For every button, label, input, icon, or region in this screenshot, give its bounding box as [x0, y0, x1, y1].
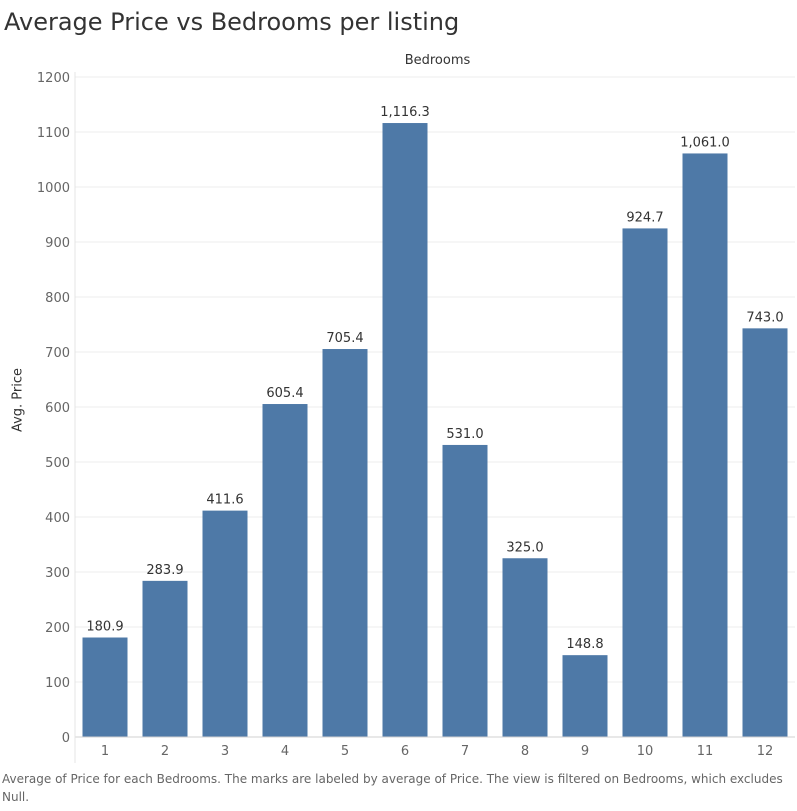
data-label: 283.9: [146, 563, 183, 578]
data-label: 180.9: [86, 620, 123, 635]
y-tick-labels: 0 100 200 300 400 500 600 700 800 900 1000 1100 1200: [37, 71, 70, 746]
y-tick-label: 0: [62, 731, 70, 746]
x-axis-title: Bedrooms: [404, 53, 471, 68]
data-labels: 180.9 283.9 411.6 605.4 705.4 1,116.3 531.0 325…: [86, 105, 783, 652]
bar: [502, 558, 548, 737]
y-tick-label: 400: [45, 511, 70, 526]
bar: [562, 655, 608, 737]
y-tick-label: 600: [45, 401, 70, 416]
bar: [142, 580, 188, 737]
bar: [622, 228, 668, 738]
x-tick-label: 12: [757, 744, 774, 759]
x-tick-label: 11: [697, 744, 714, 759]
y-tick-label: 100: [45, 676, 70, 691]
x-tick-label: 2: [161, 744, 169, 759]
y-tick-label: 700: [45, 346, 70, 361]
bar: [262, 404, 308, 737]
chart-title: Average Price vs Bedrooms per listing: [4, 8, 460, 36]
y-tick-label: 1200: [37, 71, 70, 86]
data-label: 531.0: [446, 427, 483, 442]
y-tick-label: 900: [45, 236, 70, 251]
y-tick-label: 1100: [37, 126, 70, 141]
data-label: 411.6: [206, 493, 243, 508]
x-tick-label: 1: [101, 744, 109, 759]
data-label: 1,061.0: [680, 135, 730, 150]
x-tick-label: 9: [581, 744, 589, 759]
bar: [202, 510, 248, 737]
y-tick-label: 300: [45, 566, 70, 581]
data-label: 743.0: [746, 310, 783, 325]
data-label: 605.4: [266, 386, 303, 401]
bar: [742, 328, 788, 737]
x-tick-label: 4: [281, 744, 289, 759]
bar: [382, 123, 428, 737]
gridlines: [75, 76, 795, 683]
x-tick-label: 5: [341, 744, 349, 759]
y-tick-label: 800: [45, 291, 70, 306]
y-tick-label: 200: [45, 621, 70, 636]
data-label: 1,116.3: [380, 105, 430, 120]
bar: [82, 637, 128, 737]
bar: [682, 153, 728, 737]
y-tick-label: 1000: [37, 181, 70, 196]
bars: [82, 123, 788, 738]
bar: [322, 349, 368, 737]
data-label: 148.8: [566, 637, 603, 652]
data-label: 705.4: [326, 331, 363, 346]
bar: [442, 444, 488, 737]
chart-caption: Average of Price for each Bedrooms. The …: [2, 772, 783, 804]
y-tick-label: 500: [45, 456, 70, 471]
x-tick-label: 8: [521, 744, 529, 759]
x-tick-label: 7: [461, 744, 469, 759]
x-tick-label: 6: [401, 744, 409, 759]
data-label: 325.0: [506, 540, 543, 555]
x-tick-labels: 1 2 3 4 5 6 7 8 9 10 11 12: [101, 744, 773, 759]
data-label: 924.7: [626, 210, 663, 225]
x-tick-label: 10: [637, 744, 654, 759]
x-tick-label: 3: [221, 744, 229, 759]
